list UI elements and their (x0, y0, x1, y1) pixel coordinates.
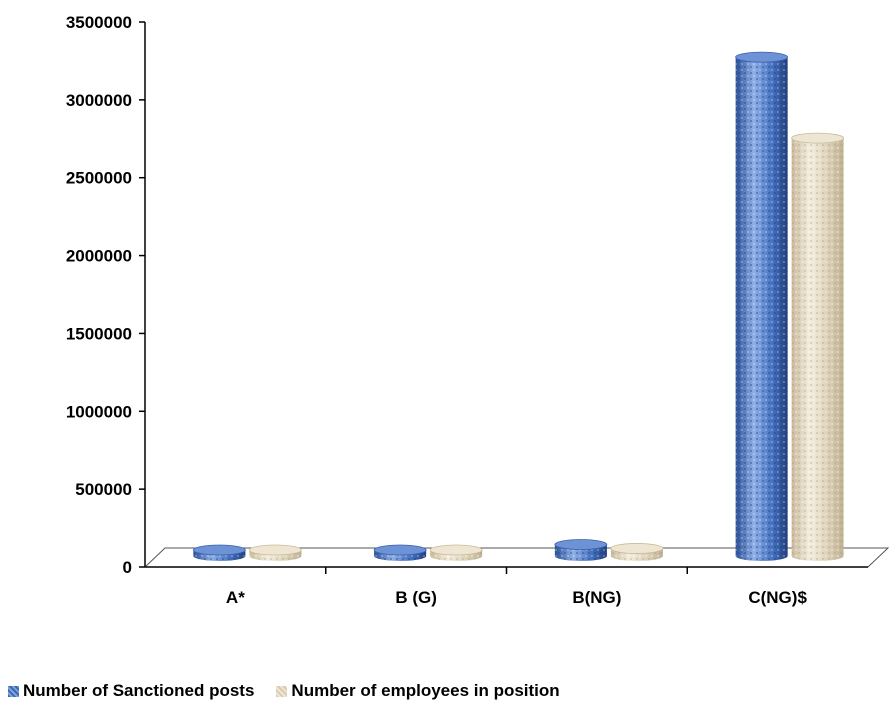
bar-top (373, 544, 427, 556)
bar-employees-in-position (791, 132, 845, 561)
y-tick-label: 1000000 (66, 402, 132, 421)
x-tick-label: B(NG) (572, 588, 621, 607)
bar-top (429, 544, 483, 556)
legend-label-series-1: Number of Sanctioned posts (23, 681, 255, 700)
x-tick-label: B (G) (395, 588, 437, 607)
axis-labels: 3500000 3000000 2500000 2000000 1500000 10000… (66, 13, 808, 607)
bar-sanctioned-posts (192, 544, 246, 561)
bar-top (735, 51, 789, 63)
axes (139, 21, 890, 574)
bar-texture (791, 138, 844, 561)
y-tick-label: 2500000 (66, 169, 132, 188)
y-tick-label: 500000 (75, 480, 132, 499)
bar-employees-in-position (248, 544, 302, 561)
bar-top (554, 539, 608, 550)
legend-item-series-1: Number of Sanctioned posts (8, 681, 254, 701)
legend-item-series-2: Number of employees in position (276, 681, 560, 701)
bar-top (610, 543, 664, 554)
legend-swatch-tan (276, 685, 288, 697)
bar-sanctioned-posts (735, 51, 789, 562)
legend-label-series-2: Number of employees in position (291, 681, 560, 700)
x-tick-label: C(NG)$ (748, 588, 807, 607)
bar-sanctioned-posts (373, 544, 427, 561)
legend-swatch-blue (8, 685, 19, 697)
bar-employees-in-position (610, 543, 664, 561)
y-tick-label: 1500000 (66, 324, 132, 343)
bar-top (791, 132, 845, 144)
bar-texture (735, 57, 788, 562)
y-tick-label: 3000000 (66, 91, 132, 110)
y-tick-label: 3500000 (66, 13, 132, 32)
bar-employees-in-position (429, 544, 483, 561)
bar-sanctioned-posts (554, 539, 608, 561)
bar-top (192, 544, 246, 556)
y-tick-label: 0 (123, 558, 132, 577)
legend: Number of Sanctioned posts Number of emp… (8, 681, 582, 701)
bars (192, 51, 845, 562)
y-tick-label: 2000000 (66, 247, 132, 266)
bar-top (248, 544, 302, 556)
x-tick-label: A* (226, 588, 245, 607)
